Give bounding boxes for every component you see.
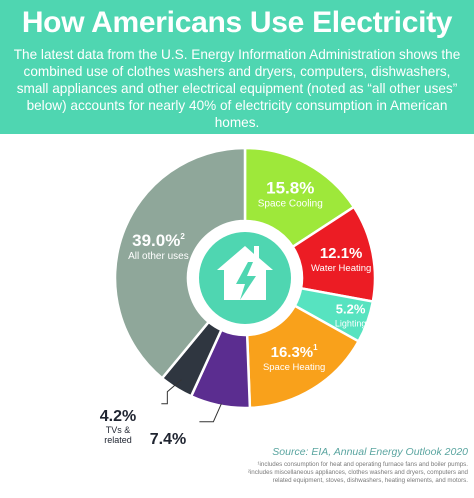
- data-label-percent: 39.0%2: [132, 231, 185, 250]
- label-leader-lines: [161, 379, 222, 423]
- data-label-percent: 16.3%1: [271, 343, 319, 361]
- data-label-percent: 7.4%: [150, 431, 186, 446]
- chart-slices: [113, 146, 377, 410]
- data-label-name: related: [104, 435, 132, 445]
- house-bolt-icon: [217, 246, 273, 300]
- source-note: Source: EIA, Annual Energy Outlook 2020: [272, 446, 468, 458]
- slice-all-other-uses: [113, 146, 247, 380]
- data-label-name: equipment: [97, 445, 140, 446]
- leader-line: [161, 379, 182, 405]
- header-banner: How Americans Use Electricity The latest…: [0, 0, 474, 134]
- slice-space-cooling: [243, 146, 356, 249]
- donut-chart: 15.8%Space Cooling 12.1%Water Heating 5.2%…: [97, 146, 377, 446]
- data-label-percent: 4.2%: [100, 408, 136, 425]
- page-title: How Americans Use Electricity: [21, 6, 453, 39]
- data-label-percent: 15.8%: [266, 178, 314, 197]
- chart-labels: 15.8%Space Cooling 12.1%Water Heating 5.2%…: [97, 178, 371, 446]
- footnote: related equipment, stoves, dishwashers, …: [272, 477, 468, 484]
- data-label-percent: 12.1%: [320, 245, 363, 262]
- footnotes: ¹includes consumption for heat and opera…: [190, 461, 468, 485]
- data-label-name: Space Heating: [263, 362, 325, 373]
- leader-line: [199, 403, 222, 423]
- data-label-name: Lighting: [335, 319, 367, 329]
- data-label-name: All other uses: [128, 251, 189, 262]
- slice-space-heating: [245, 304, 361, 410]
- footnote: ¹includes consumption for heat and opera…: [257, 461, 468, 468]
- data-label-name: Water Heating: [311, 263, 371, 274]
- data-label-percent: 5.2%: [336, 302, 366, 317]
- footnote: ²includes miscellaneous appliances, clot…: [247, 469, 468, 476]
- intro-text: The latest data from the U.S. Energy Inf…: [13, 47, 461, 130]
- data-label-name: TVs &: [106, 425, 131, 435]
- data-label-name: Space Cooling: [258, 198, 323, 209]
